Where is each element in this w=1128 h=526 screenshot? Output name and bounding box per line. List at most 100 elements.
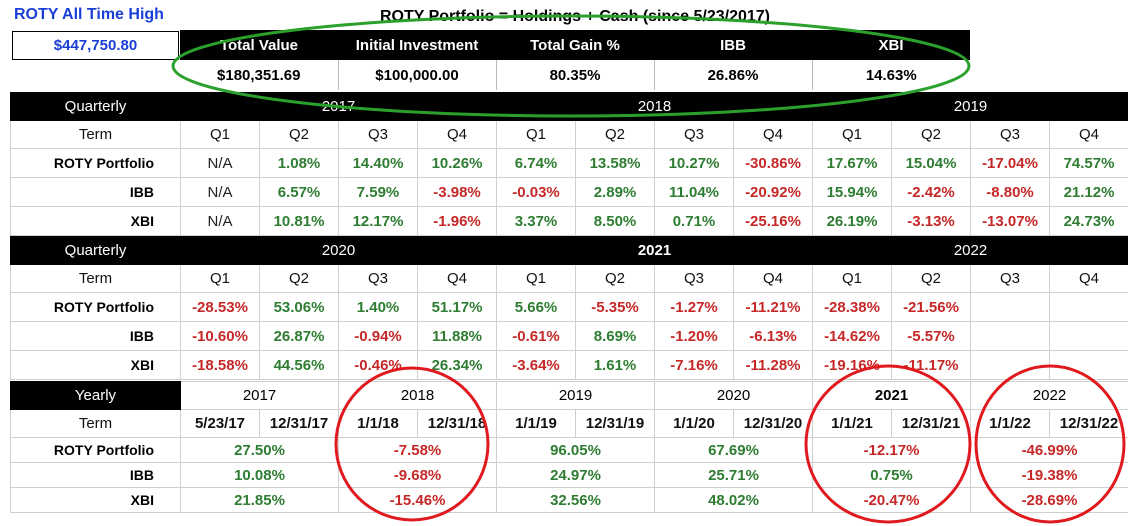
value-cell: 74.57%	[1049, 148, 1128, 178]
value-cell: -12.17%	[812, 437, 971, 463]
row-label: ROTY Portfolio	[10, 292, 181, 322]
yearly-header-row: Yearly 2017 2018 2019 2020 2021 2022	[10, 381, 1128, 410]
quarter-label: Q3	[654, 264, 734, 293]
value-cell: 0.75%	[812, 462, 971, 488]
year-header: 2020	[180, 236, 497, 265]
quarter-label: Q3	[970, 120, 1050, 149]
row-label: XBI	[10, 487, 181, 513]
year-header: 2018	[338, 381, 497, 410]
value-cell: -5.57%	[891, 321, 971, 351]
value-cell: 3.37%	[496, 206, 576, 236]
value-cell: -21.56%	[891, 292, 971, 322]
row-label: XBI	[10, 350, 181, 380]
value-cell: 26.19%	[812, 206, 892, 236]
ath-value: $447,750.80	[53, 37, 138, 54]
row-label: XBI	[10, 206, 181, 236]
section-header: Quarterly	[10, 236, 181, 265]
value-cell: 53.06%	[259, 292, 339, 322]
value-cell: -28.53%	[180, 292, 260, 322]
year-header: 2021	[496, 236, 813, 265]
value-cell: -5.35%	[575, 292, 655, 322]
value-cell: 11.04%	[654, 177, 734, 207]
value-cell: -1.27%	[654, 292, 734, 322]
term-date: 1/1/20	[654, 409, 734, 438]
quarter-label: Q1	[812, 120, 892, 149]
data-row: IBB 10.08% -9.68% 24.97% 25.71% 0.75% -19.38%	[10, 462, 1128, 488]
year-header: 2017	[180, 381, 339, 410]
row-label: IBB	[10, 177, 181, 207]
value-cell: -0.61%	[496, 321, 576, 351]
value-cell: -14.62%	[812, 321, 892, 351]
quarter-label: Q4	[1049, 120, 1128, 149]
quarter-label: Q2	[259, 120, 339, 149]
value-cell: 44.56%	[259, 350, 339, 380]
term-date: 1/1/21	[812, 409, 892, 438]
value-cell: 6.57%	[259, 177, 339, 207]
term-label: Term	[10, 120, 181, 149]
term-date: 12/31/20	[733, 409, 813, 438]
value-cell: 14.40%	[338, 148, 418, 178]
value-cell: -7.16%	[654, 350, 734, 380]
value-cell: -46.99%	[970, 437, 1128, 463]
quarter-label: Q2	[575, 120, 655, 149]
row-label: IBB	[10, 462, 181, 488]
summary-header: IBB	[720, 36, 746, 54]
value-cell: -18.58%	[180, 350, 260, 380]
summary-value: 26.86%	[654, 60, 813, 90]
value-cell: -28.69%	[970, 487, 1128, 513]
value-cell: -19.38%	[970, 462, 1128, 488]
value-cell: -0.94%	[338, 321, 418, 351]
summary-table: Total Value Initial Investment Total Gai…	[180, 30, 970, 90]
value-cell: -0.46%	[338, 350, 418, 380]
value-cell: 15.94%	[812, 177, 892, 207]
quarter-label: Q4	[733, 120, 813, 149]
summary-header-row: Total Value Initial Investment Total Gai…	[180, 30, 970, 60]
ath-label: ROTY All Time High	[14, 6, 164, 23]
quarterly-table-2020-2022: Quarterly 2020 2021 2022 Term Q1 Q2 Q3 Q4 Q…	[10, 236, 1128, 380]
year-header: 2022	[970, 381, 1128, 410]
term-row: Term Q1 Q2 Q3 Q4 Q1 Q2 Q3 Q4 Q1 Q2 Q3 Q4	[10, 264, 1128, 293]
value-cell: 32.56%	[496, 487, 655, 513]
quarter-label: Q1	[812, 264, 892, 293]
value-cell: 15.04%	[891, 148, 971, 178]
value-cell: 13.58%	[575, 148, 655, 178]
value-cell	[970, 292, 1050, 322]
quarter-label: Q1	[180, 264, 260, 293]
quarter-label: Q1	[496, 120, 576, 149]
value-cell: 26.34%	[417, 350, 497, 380]
row-label: ROTY Portfolio	[10, 148, 181, 178]
section-header: Quarterly	[10, 92, 181, 121]
value-cell: -7.58%	[338, 437, 497, 463]
value-cell: -11.17%	[891, 350, 971, 380]
value-cell: 25.71%	[654, 462, 813, 488]
term-date: 12/31/21	[891, 409, 971, 438]
term-date: 1/1/19	[496, 409, 576, 438]
value-cell: -13.07%	[970, 206, 1050, 236]
value-cell: 8.69%	[575, 321, 655, 351]
summary-value: $180,351.69	[180, 60, 339, 90]
value-cell	[1049, 350, 1128, 380]
value-cell: -17.04%	[970, 148, 1050, 178]
value-cell: N/A	[180, 148, 260, 178]
summary-header: XBI	[878, 36, 904, 54]
data-row: XBI N/A 10.81% 12.17% -1.96% 3.37% 8.50% 0.71% -…	[10, 206, 1128, 236]
term-row: Term Q1 Q2 Q3 Q4 Q1 Q2 Q3 Q4 Q1 Q2 Q3 Q4	[10, 120, 1128, 149]
value-cell: -1.96%	[417, 206, 497, 236]
quarter-label: Q3	[338, 120, 418, 149]
value-cell: 2.89%	[575, 177, 655, 207]
row-label: ROTY Portfolio	[10, 437, 181, 463]
value-cell: 1.61%	[575, 350, 655, 380]
value-cell: 10.08%	[180, 462, 339, 488]
quarter-label: Q3	[654, 120, 734, 149]
value-cell: -25.16%	[733, 206, 813, 236]
value-cell: 0.71%	[654, 206, 734, 236]
quarter-label: Q4	[417, 120, 497, 149]
summary-value-row: $180,351.69 $100,000.00 80.35% 26.86% 14…	[180, 60, 970, 90]
value-cell: N/A	[180, 206, 260, 236]
summary-header: Total Value	[219, 36, 299, 54]
quarterly-header-row: Quarterly 2017 2018 2019	[10, 92, 1128, 121]
term-date: 5/23/17	[180, 409, 260, 438]
value-cell: -28.38%	[812, 292, 892, 322]
value-cell: 5.66%	[496, 292, 576, 322]
section-header: Yearly	[10, 381, 181, 410]
